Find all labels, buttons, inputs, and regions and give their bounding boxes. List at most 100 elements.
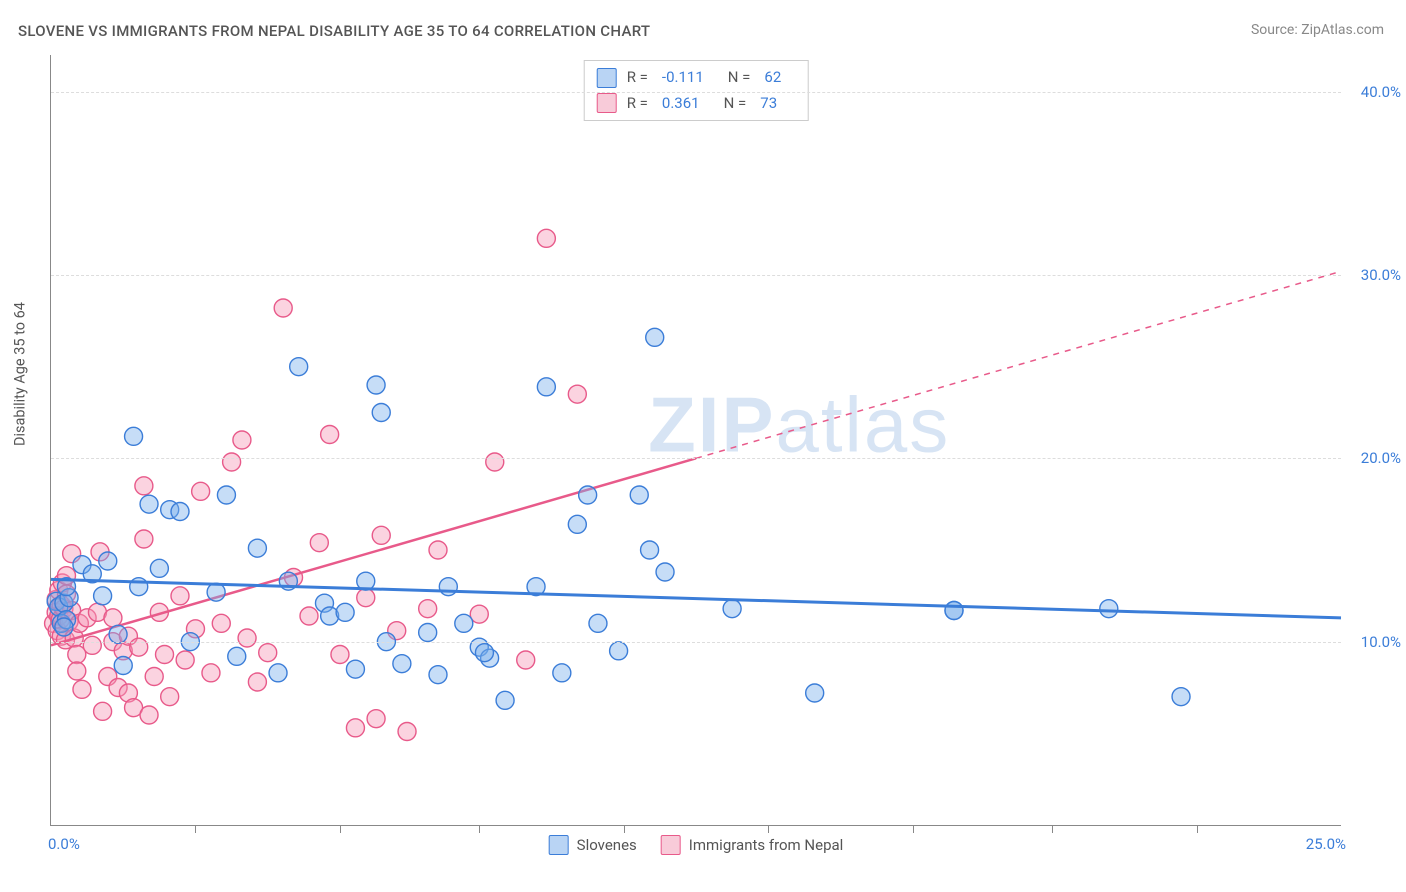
blue-point [656, 563, 674, 581]
pink-point [357, 589, 375, 607]
x-tick [1197, 825, 1198, 833]
pink-point [429, 541, 447, 559]
blue-regression-line [51, 579, 1341, 618]
pink-point [176, 651, 194, 669]
blue-point [455, 614, 473, 632]
swatch-blue-icon [549, 835, 569, 855]
legend-item-pink: Immigrants from Nepal [661, 835, 844, 855]
pink-point [135, 477, 153, 495]
pink-point [171, 587, 189, 605]
pink-point [274, 299, 292, 317]
swatch-pink-icon [661, 835, 681, 855]
pink-point [94, 702, 112, 720]
pink-point [486, 453, 504, 471]
pink-point [135, 530, 153, 548]
blue-point [579, 486, 597, 504]
chart-title: SLOVENE VS IMMIGRANTS FROM NEPAL DISABIL… [18, 22, 650, 40]
y-tick-label: 30.0% [1351, 266, 1401, 284]
pink-point [104, 609, 122, 627]
blue-point [346, 660, 364, 678]
pink-point [419, 600, 437, 618]
pink-point [161, 688, 179, 706]
pink-point [212, 614, 230, 632]
blue-point [99, 552, 117, 570]
blue-point [114, 657, 132, 675]
blue-point [1100, 600, 1118, 618]
blue-point [439, 578, 457, 596]
pink-point [68, 662, 86, 680]
blue-point [641, 541, 659, 559]
blue-point [496, 691, 514, 709]
y-tick-label: 20.0% [1351, 449, 1401, 467]
blue-point [171, 503, 189, 521]
swatch-blue-icon [597, 68, 617, 88]
blue-point [372, 404, 390, 422]
blue-point [646, 328, 664, 346]
swatch-pink-icon [597, 93, 617, 113]
blue-point [475, 644, 493, 662]
blue-point [109, 625, 127, 643]
x-tick [768, 825, 769, 833]
pink-point [537, 229, 555, 247]
blue-point [553, 664, 571, 682]
plot-area: ZIPatlas R = -0.111 N = 62 R = 0.361 N =… [50, 55, 1341, 826]
blue-point [55, 618, 73, 636]
x-axis-min-label: 0.0% [48, 835, 80, 853]
x-axis-max-label: 25.0% [1306, 835, 1346, 853]
pink-point [145, 668, 163, 686]
pink-regression-extrapolation [696, 271, 1341, 458]
x-tick [913, 825, 914, 833]
blue-point [217, 486, 235, 504]
y-tick-label: 10.0% [1351, 633, 1401, 651]
blue-point [290, 358, 308, 376]
pink-point [300, 607, 318, 625]
x-tick [479, 825, 480, 833]
blue-point [630, 486, 648, 504]
pink-point [259, 644, 277, 662]
gridline [51, 458, 1341, 459]
x-tick [624, 825, 625, 833]
pink-point [83, 636, 101, 654]
pink-point [156, 646, 174, 664]
plot-svg [51, 55, 1341, 825]
blue-point [248, 539, 266, 557]
blue-point [429, 666, 447, 684]
pink-point [238, 629, 256, 647]
pink-point [248, 673, 266, 691]
blue-point [419, 624, 437, 642]
blue-point [269, 664, 287, 682]
x-tick [340, 825, 341, 833]
blue-point [228, 647, 246, 665]
blue-point [610, 642, 628, 660]
gridline [51, 642, 1341, 643]
blue-point [568, 515, 586, 533]
blue-point [140, 495, 158, 513]
pink-point [223, 453, 241, 471]
blue-point [806, 684, 824, 702]
legend-item-blue: Slovenes [549, 835, 637, 855]
pink-point [517, 651, 535, 669]
y-axis-title: Disability Age 35 to 64 [12, 302, 29, 446]
pink-point [331, 646, 349, 664]
pink-point [398, 723, 416, 741]
pink-point [192, 482, 210, 500]
x-tick [195, 825, 196, 833]
blue-point [125, 427, 143, 445]
blue-point [336, 603, 354, 621]
pink-point [372, 526, 390, 544]
pink-point [346, 719, 364, 737]
pink-point [321, 426, 339, 444]
legend-row-pink: R = 0.361 N = 73 [597, 91, 796, 117]
blue-point [1172, 688, 1190, 706]
blue-point [945, 602, 963, 620]
pink-point [73, 680, 91, 698]
source-label: Source: ZipAtlas.com [1251, 22, 1384, 38]
blue-point [94, 587, 112, 605]
correlation-legend: R = -0.111 N = 62 R = 0.361 N = 73 [584, 60, 809, 121]
blue-point [367, 376, 385, 394]
blue-point [150, 559, 168, 577]
legend-row-blue: R = -0.111 N = 62 [597, 65, 796, 91]
x-tick [1052, 825, 1053, 833]
blue-point [589, 614, 607, 632]
pink-point [202, 664, 220, 682]
